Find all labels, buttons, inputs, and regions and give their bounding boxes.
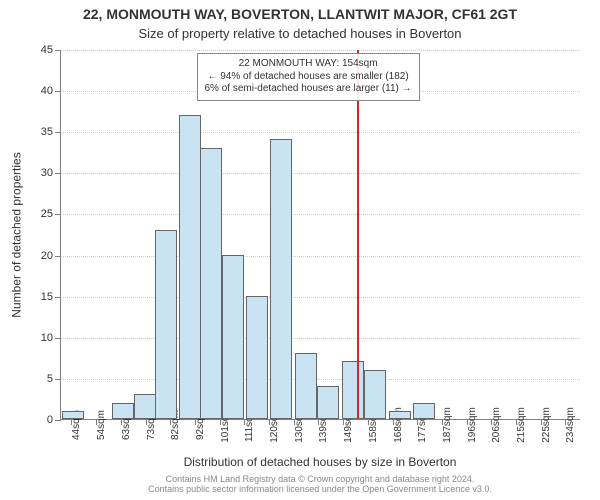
annotation-line3: 6% of semi-detached houses are larger (1…	[205, 83, 412, 94]
y-tick-label: 30	[41, 167, 53, 179]
chart-container: 22, MONMOUTH WAY, BOVERTON, LLANTWIT MAJ…	[0, 0, 600, 500]
y-tick-label: 10	[41, 332, 53, 344]
y-tick-label: 15	[41, 291, 53, 303]
grid-line	[61, 132, 580, 133]
grid-line	[61, 214, 580, 215]
y-tick-label: 40	[41, 85, 53, 97]
y-tick-label: 35	[41, 126, 53, 138]
plot-area: 05101520253035404544sqm54sqm63sqm73sqm82…	[60, 50, 580, 420]
y-tick	[55, 256, 61, 257]
y-axis-label: Number of detached properties	[8, 50, 26, 420]
histogram-bar	[222, 255, 244, 419]
histogram-bar	[295, 353, 317, 419]
footnote-line2: Contains public sector information licen…	[148, 484, 492, 494]
x-tick-label: 225sqm	[541, 407, 552, 443]
y-tick-label: 25	[41, 208, 53, 220]
y-tick	[55, 50, 61, 51]
grid-line	[61, 256, 580, 257]
grid-line	[61, 338, 580, 339]
footnote: Contains HM Land Registry data © Crown c…	[60, 475, 580, 495]
title-sub: Size of property relative to detached ho…	[0, 26, 600, 41]
title-main: 22, MONMOUTH WAY, BOVERTON, LLANTWIT MAJ…	[0, 6, 600, 22]
histogram-bar	[179, 115, 201, 419]
histogram-bar	[134, 394, 156, 419]
grid-line	[61, 50, 580, 51]
grid-line	[61, 379, 580, 380]
footnote-line1: Contains HM Land Registry data © Crown c…	[166, 474, 475, 484]
grid-line	[61, 297, 580, 298]
y-tick	[55, 132, 61, 133]
histogram-bar	[270, 139, 292, 419]
histogram-bar	[413, 403, 435, 419]
histogram-bar	[155, 230, 177, 419]
x-tick-label: 187sqm	[442, 407, 453, 443]
x-tick-label: 234sqm	[565, 407, 576, 443]
histogram-bar	[364, 370, 386, 419]
y-tick-label: 0	[47, 414, 53, 426]
annotation-line1: 22 MONMOUTH WAY: 154sqm	[239, 58, 378, 69]
histogram-bar	[246, 296, 268, 419]
y-tick	[55, 297, 61, 298]
annotation-box: 22 MONMOUTH WAY: 154sqm ← 94% of detached…	[197, 53, 420, 101]
x-tick-label: 196sqm	[467, 407, 478, 443]
y-tick	[55, 379, 61, 380]
x-tick-label: 206sqm	[491, 407, 502, 443]
y-tick-label: 20	[41, 250, 53, 262]
histogram-bar	[112, 403, 134, 419]
marker-line	[357, 50, 359, 419]
annotation-line2: ← 94% of detached houses are smaller (18…	[207, 71, 408, 82]
y-tick-label: 45	[41, 44, 53, 56]
y-tick	[55, 214, 61, 215]
x-tick-label: 215sqm	[516, 407, 527, 443]
x-axis-label: Distribution of detached houses by size …	[60, 455, 580, 469]
x-tick-label: 54sqm	[96, 410, 107, 440]
histogram-bar	[317, 386, 339, 419]
grid-line	[61, 173, 580, 174]
histogram-bar	[200, 148, 222, 419]
y-tick	[55, 420, 61, 421]
y-tick	[55, 91, 61, 92]
histogram-bar	[342, 361, 364, 419]
y-tick	[55, 338, 61, 339]
histogram-bar	[389, 411, 411, 419]
y-tick	[55, 173, 61, 174]
histogram-bar	[62, 411, 84, 419]
y-tick-label: 5	[47, 373, 53, 385]
